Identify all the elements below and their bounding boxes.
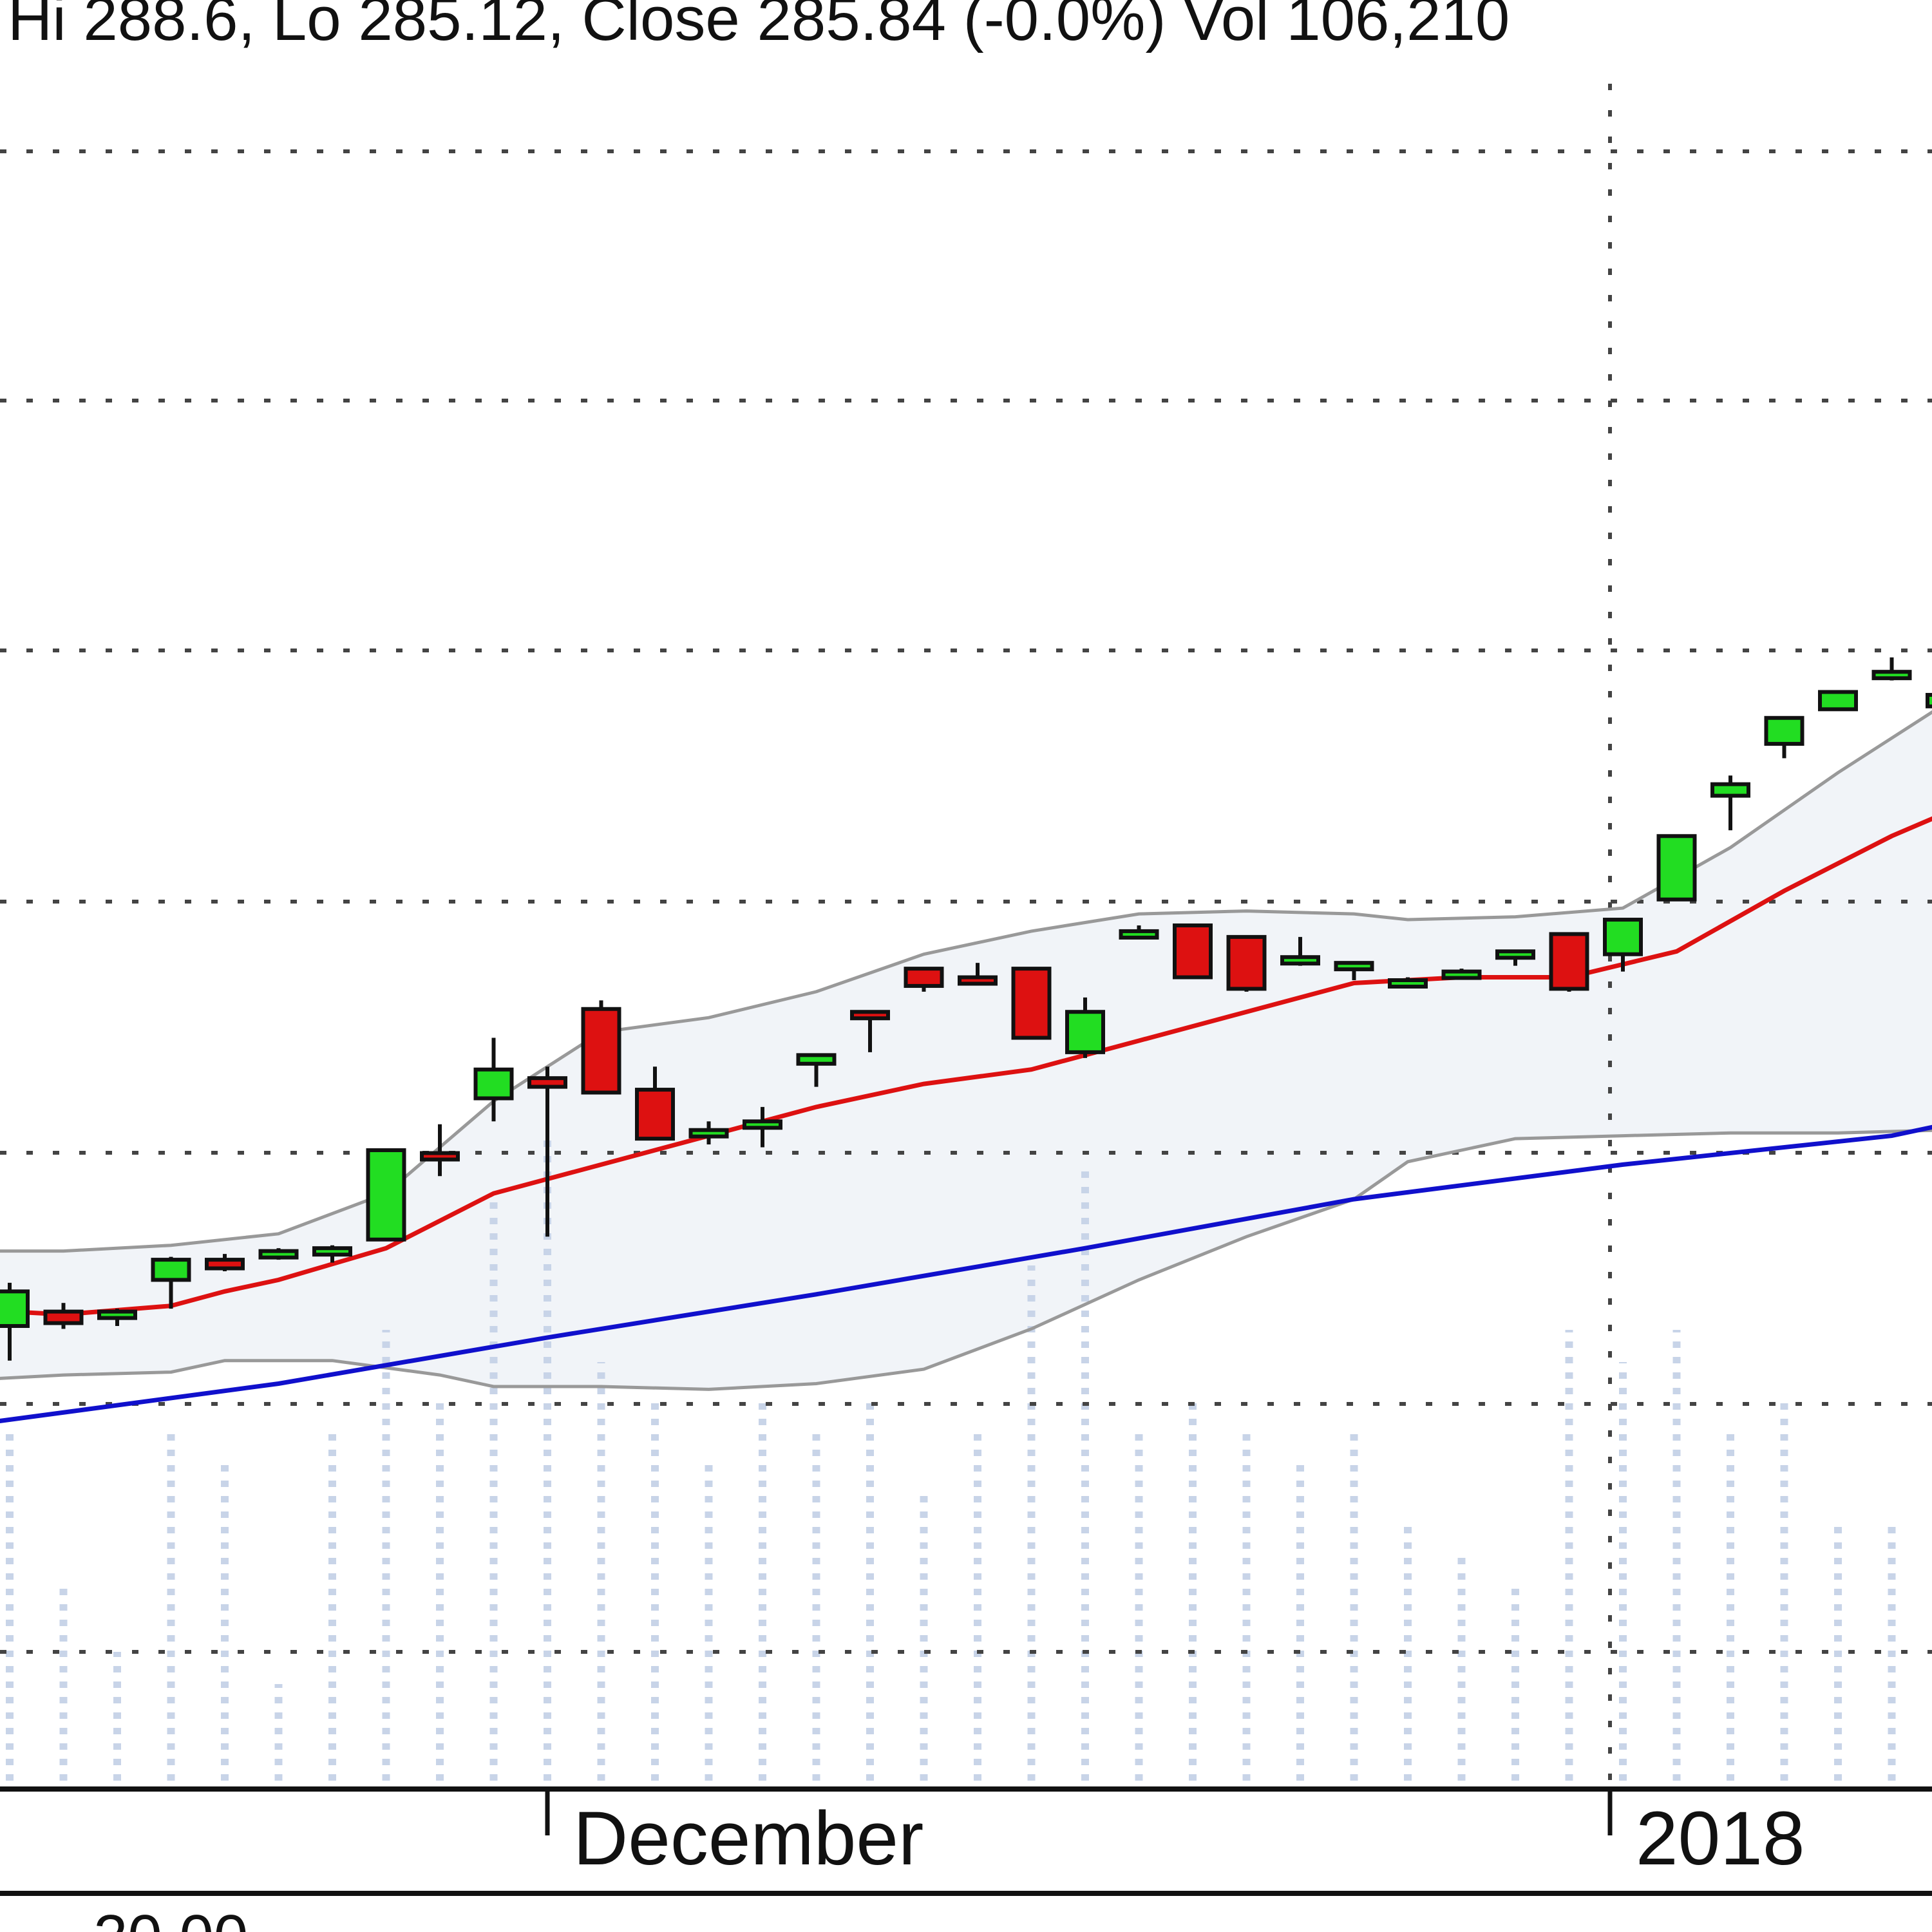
moving-average-short-line: [0, 816, 1932, 1317]
candlestick: [743, 1106, 782, 1148]
candle-body: [1871, 670, 1912, 681]
candlestick: [205, 1254, 245, 1271]
price-gridlines: [0, 84, 1932, 1787]
candlesticks: [0, 657, 1932, 1361]
candlestick: [1926, 692, 1932, 708]
candle-body: [581, 1007, 621, 1095]
candlestick: [958, 963, 998, 986]
candlestick: [312, 1245, 352, 1263]
x-axis-tick-label: 2018: [1636, 1796, 1805, 1881]
candle-body: [743, 1119, 782, 1130]
bollinger-upper-line: [0, 710, 1932, 1253]
bollinger-lower-line: [0, 1128, 1932, 1391]
candle-body: [527, 1076, 567, 1089]
bollinger-band-fill: [0, 712, 1932, 1390]
candlestick: [635, 1066, 675, 1141]
candlestick: [258, 1248, 299, 1260]
candle-body: [420, 1151, 460, 1162]
candlestick: [473, 1037, 514, 1122]
candlestick: [688, 1121, 729, 1145]
x-axis-ticks: December 2018: [545, 1789, 1805, 1881]
candlestick: [0, 1282, 30, 1361]
candle-body: [1656, 834, 1697, 902]
bollinger-band-area: [0, 712, 1932, 1390]
candlestick: [1280, 936, 1320, 966]
candle-body: [1280, 955, 1320, 966]
candlestick: [1656, 834, 1697, 902]
candle-body: [1926, 692, 1932, 708]
candlestick: [1764, 715, 1804, 759]
candlestick: [1871, 657, 1912, 681]
candle-body: [1334, 961, 1374, 972]
candle-body: [1065, 1010, 1105, 1054]
ohlc-header-text: Hi 288.6, Lo 285.12, Close 285.84 (-0.0%…: [8, 0, 1510, 53]
candle-body: [1710, 782, 1750, 798]
moving-averages: [0, 816, 1932, 1423]
candle-body: [904, 967, 944, 988]
candle-body: [796, 1053, 837, 1066]
candlestick: [1818, 690, 1858, 712]
candle-body: [1495, 949, 1535, 960]
candle-body: [97, 1309, 137, 1320]
candlestick: [1549, 932, 1589, 992]
candlestick: [1441, 969, 1482, 980]
candle-body: [1011, 967, 1052, 1040]
candle-body: [1603, 918, 1643, 956]
candlestick: [1710, 775, 1750, 831]
candlestick: [151, 1256, 191, 1309]
candlestick: [1173, 923, 1213, 980]
candlestick: [581, 1000, 621, 1095]
candle-body: [1441, 969, 1482, 980]
candlestick: [796, 1053, 837, 1087]
candle-body: [473, 1067, 514, 1101]
candle-body: [1173, 923, 1213, 980]
candle-body: [366, 1148, 406, 1242]
candle-body: [958, 975, 998, 986]
candlestick: [1226, 934, 1267, 992]
indicator-panel-label: 20.00: [93, 1902, 248, 1932]
candle-body: [1226, 934, 1267, 991]
candle-body: [1818, 690, 1858, 712]
candle-body: [205, 1258, 245, 1271]
candlestick: [97, 1309, 137, 1326]
candlestick: [366, 1148, 406, 1242]
candlestick: [850, 1010, 890, 1052]
candlestick: [1495, 949, 1535, 966]
candlestick: [1603, 918, 1643, 972]
candle-body: [1549, 932, 1589, 991]
candle-body: [1119, 929, 1159, 940]
bollinger-bands: [0, 710, 1932, 1391]
candle-body: [151, 1258, 191, 1282]
volume-bars: [6, 1137, 1896, 1781]
candle-body: [1764, 715, 1804, 746]
candle-body: [1388, 978, 1428, 989]
candlestick: [1011, 967, 1052, 1040]
candle-body: [43, 1309, 84, 1325]
moving-average-long-line: [0, 1124, 1932, 1423]
candlestick: [43, 1303, 84, 1329]
candlestick: [1388, 977, 1428, 989]
candle-body: [258, 1249, 299, 1260]
candlestick: [904, 967, 944, 992]
x-axis-tick-label: December: [573, 1796, 923, 1881]
candlestick: [420, 1124, 460, 1177]
candlestick: [527, 1066, 567, 1237]
candle-body: [312, 1246, 352, 1257]
candlestick: [1334, 961, 1374, 980]
candle-body: [850, 1010, 890, 1021]
candlestick: [1119, 925, 1159, 940]
candle-body: [635, 1088, 675, 1141]
candle-body: [688, 1128, 729, 1139]
candle-body: [0, 1289, 30, 1329]
candlestick: [1065, 997, 1105, 1058]
